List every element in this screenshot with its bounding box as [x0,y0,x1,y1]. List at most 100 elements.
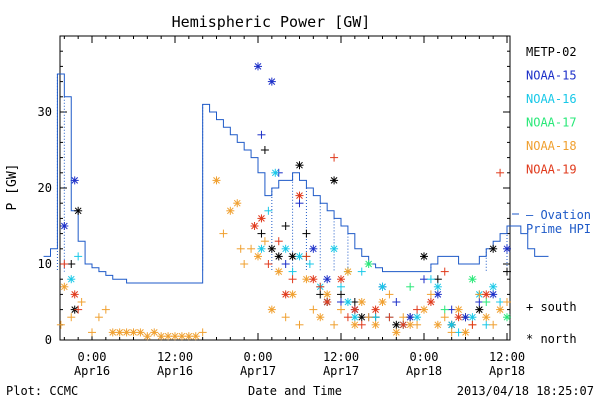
legend-entry-noaa-17: NOAA-17 [526,116,577,130]
y-tick-label: 20 [38,181,52,195]
point-stroke-d2 [344,298,352,306]
noaa-17-north-point [468,275,477,284]
point-stroke-d2 [157,332,165,340]
x-tick-date-label: Apr16 [157,364,193,378]
noaa-18-north-point [461,328,470,337]
noaa-15-south-point [281,260,290,268]
noaa-19-north-point [337,275,345,284]
noaa-18-north-point [136,328,145,337]
point-stroke-d2 [213,177,220,184]
metp-02-south-point [503,267,511,276]
point-stroke-d2 [358,298,366,306]
metp-02-north-point [489,244,498,253]
noaa-18-south-point [475,290,484,299]
point-stroke-d2 [116,329,124,336]
noaa-18-south-point [309,305,318,314]
point-stroke-d2 [392,329,400,336]
point-stroke-d2 [489,291,497,298]
point-stroke-d2 [258,245,265,253]
legend-entry-noaa-19: NOAA-19 [526,163,577,177]
noaa-19-south-point [274,237,283,246]
point-stroke-d2 [434,283,442,291]
noaa-18-north-point [378,298,387,306]
noaa-19-north-point [309,275,318,284]
noaa-18-north-point [226,206,235,215]
point-stroke-d2 [251,222,258,230]
noaa-16-north-point [413,313,422,322]
y-tick-label: 10 [38,257,52,271]
noaa-19-south-point [60,260,69,268]
noaa-19-south-point [440,267,449,276]
point-stroke-d2 [254,253,262,260]
point-stroke-d2 [406,321,414,329]
noaa-19-north-point [281,290,290,299]
point-stroke-d2 [296,192,303,199]
point-stroke-d2 [192,332,200,340]
noaa-18-north-point [150,328,159,337]
noaa-19-south-point [413,305,422,314]
point-stroke-d2 [254,63,262,70]
point-stroke-d2 [137,329,144,336]
point-stroke-d2 [475,306,483,313]
point-stroke-d2 [462,313,469,321]
noaa-18-north-point [274,267,283,276]
point-stroke-d2 [60,222,68,230]
point-stroke-d2 [282,245,290,253]
noaa-18-north-point [171,332,179,341]
point-stroke-d2 [427,298,435,306]
noaa-19-south-point [357,320,366,329]
plot-axes: 01020300:00Apr1612:00Apr160:00Apr1712:00… [38,35,525,378]
point-stroke-d2 [455,313,462,321]
x-axis-label: Date and Time [248,384,342,398]
point-stroke-d2 [268,306,276,313]
point-stroke-d2 [296,161,303,169]
noaa-16-north-point [489,282,498,291]
noaa-16-north-point [468,313,477,322]
metp-02-north-point [74,206,83,215]
noaa-16-south-point [74,252,83,261]
point-stroke-d2 [268,78,276,85]
noaa-18-north-point [177,332,186,341]
noaa-18-north-point [371,320,380,329]
noaa-16-south-point [426,275,435,284]
noaa-18-south-point [236,244,245,253]
y-axis-label: P [GW] [5,164,20,211]
noaa-18-north-point [357,298,366,306]
noaa-15-south-point [475,298,484,306]
noaa-17-south-point [440,305,449,314]
point-stroke-d2 [496,306,504,313]
metp-02-north-point [420,252,428,261]
noaa-16-south-point [454,328,463,337]
x-tick-time-label: 0:00 [410,350,439,364]
point-stroke-d2 [372,306,379,313]
noaa-16-north-point [330,244,339,253]
point-stroke-d2 [143,332,151,340]
legend-entry-noaa-15: NOAA-15 [526,69,577,83]
noaa-16-north-point [343,298,352,306]
noaa-18-north-point [184,332,193,341]
noaa-19-north-point [70,290,79,299]
noaa-18-north-point [406,320,415,329]
point-stroke-d2 [406,313,414,321]
noaa-18-south-point [219,229,228,238]
point-stroke-d2 [413,313,421,321]
noaa-15-south-point [337,298,345,306]
y-tick-label: 30 [38,105,52,119]
metp-02-north-point [475,305,484,314]
noaa-19-north-point [426,298,435,306]
x-tick-time-label: 0:00 [244,350,273,364]
point-stroke-d2 [109,329,117,336]
point-stroke-d2 [268,245,276,253]
noaa-18-south-point [77,298,86,306]
noaa-18-south-point [295,320,304,329]
point-stroke-d2 [233,199,241,207]
point-stroke-d2 [67,275,75,283]
noaa-16-north-point [433,282,442,291]
noaa-19-north-point [350,305,359,314]
noaa-15-south-point [447,305,456,314]
noaa-18-south-point [56,320,65,329]
plot-timestamp: 2013/04/18 18:25:07 [457,384,594,398]
metp-02-north-point [295,161,304,170]
ovation-model-line [43,73,549,284]
